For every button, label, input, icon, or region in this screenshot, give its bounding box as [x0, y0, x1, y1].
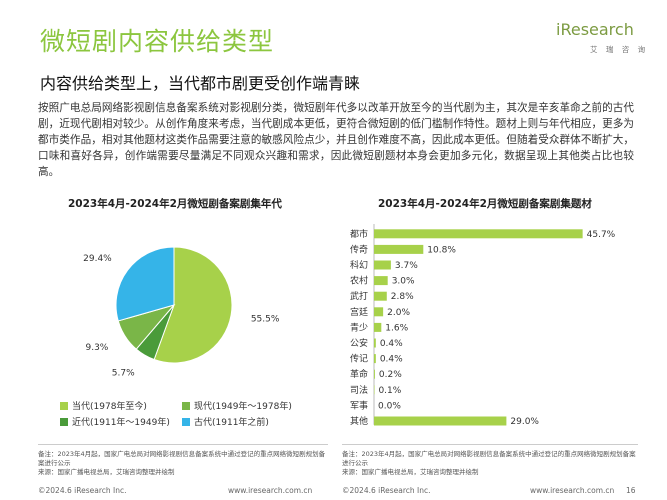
divider-right	[342, 444, 638, 445]
legend-swatch	[182, 402, 190, 410]
bar-1	[374, 244, 424, 254]
bar-5	[374, 307, 384, 317]
footer-copyright-right: ©2024.6 iResearch Inc.	[342, 486, 431, 495]
bar-6	[374, 322, 382, 332]
bar-value-label: 0.4%	[380, 339, 403, 349]
bar-chart-title: 2023年4月-2024年2月微短剧备案剧集题材	[378, 198, 592, 210]
legend-item-modern: 现代(1949年～1978年)	[182, 399, 292, 412]
bar-category-label: 宫廷	[350, 306, 368, 318]
legend-item-ancient: 古代(1911年之前)	[182, 415, 269, 428]
logo-wordmark: iResearch	[556, 20, 634, 39]
bar-category-label: 公安	[350, 337, 368, 349]
page-number: 16	[626, 486, 636, 495]
bar-category-label: 传奇	[350, 243, 368, 255]
bar-value-label: 0.4%	[380, 355, 403, 365]
bar-category-label: 青少	[350, 321, 368, 333]
bar-12	[374, 416, 507, 426]
legend-swatch	[60, 402, 68, 410]
bar-category-label: 其他	[350, 415, 368, 427]
bar-value-label: 0.0%	[378, 401, 401, 411]
bar-category-label: 科幻	[350, 259, 368, 271]
page-title: 微短剧内容供给类型	[40, 27, 275, 56]
bar-value-label: 29.0%	[510, 417, 539, 427]
bar-4	[374, 291, 387, 301]
pie-slice	[115, 246, 175, 322]
pie-value-label: 5.7%	[112, 368, 135, 378]
bar-category-label: 司法	[350, 384, 368, 396]
legend-item-neoclassical: 近代(1911年～1949年)	[60, 415, 170, 428]
logo-subtext: 艾 瑞 咨 询	[590, 45, 649, 54]
footnote-left: 备注：2023年4月起，国家广电总局对网络影视剧信息备案系统中通过登记的重点网络…	[38, 450, 326, 476]
bar-category-label: 革命	[350, 368, 368, 380]
bar-category-label: 军事	[350, 399, 368, 411]
bar-value-label: 3.0%	[392, 277, 415, 287]
legend-label: 当代(1978年至今)	[72, 402, 147, 412]
divider-left	[38, 444, 328, 445]
bar-value-label: 1.6%	[385, 323, 408, 333]
pie-value-label: 55.5%	[251, 315, 280, 325]
bar-3	[374, 276, 388, 286]
page-subtitle: 内容供给类型上，当代都市剧更受创作端青睐	[40, 74, 361, 93]
footer-url-right[interactable]: www.iresearch.com.cn	[530, 486, 615, 495]
legend-label: 古代(1911年之前)	[194, 418, 269, 428]
bar-category-label: 都市	[350, 228, 368, 240]
legend-swatch	[60, 418, 68, 426]
bar-7	[374, 338, 376, 348]
legend-label: 近代(1911年～1949年)	[72, 418, 170, 428]
bar-0	[374, 229, 583, 239]
legend-swatch	[182, 418, 190, 426]
description-paragraph: 按照广电总局网络影视剧信息备案系统对影视剧分类，微短剧年代多以改革开放至今的当代…	[38, 102, 634, 178]
bar-value-label: 0.1%	[378, 386, 401, 396]
bar-category-label: 传记	[350, 353, 368, 365]
bar-8	[374, 354, 376, 364]
bar-value-label: 45.7%	[587, 230, 616, 240]
footnote-right: 备注：2023年4月起，国家广电总局对网络影视剧信息备案系统中通过登记的重点网络…	[342, 450, 636, 476]
pie-chart: 55.5% 5.7% 9.3% 29.4%	[83, 246, 280, 378]
legend-label: 现代(1949年～1978年)	[194, 402, 292, 412]
bar-chart: 都市 45.7% 传奇 10.8% 科幻 3.7% 农村 3.0% 武打 2.8% 宫廷 2.0% 青少…	[350, 224, 616, 427]
pie-value-label: 29.4%	[83, 254, 112, 264]
bar-9	[374, 369, 375, 379]
bar-2	[374, 260, 391, 270]
pie-slice	[153, 246, 233, 364]
bar-value-label: 3.7%	[395, 261, 418, 271]
footer-copyright-left: ©2024.6 iResearch Inc.	[38, 486, 127, 495]
bar-value-label: 10.8%	[427, 245, 456, 255]
legend-item-contemporary: 当代(1978年至今)	[60, 399, 147, 412]
iresearch-logo: iResearch 艾 瑞 咨 询	[556, 18, 656, 58]
footer-url-left[interactable]: www.iresearch.com.cn	[228, 486, 313, 495]
bar-value-label: 2.8%	[391, 292, 414, 302]
bar-value-label: 0.2%	[379, 370, 402, 380]
bar-category-label: 农村	[350, 275, 368, 287]
bar-value-label: 2.0%	[387, 308, 410, 318]
pie-chart-title: 2023年4月-2024年2月微短剧备案剧集年代	[68, 198, 282, 210]
bar-category-label: 武打	[350, 290, 368, 302]
pie-value-label: 9.3%	[85, 343, 108, 353]
